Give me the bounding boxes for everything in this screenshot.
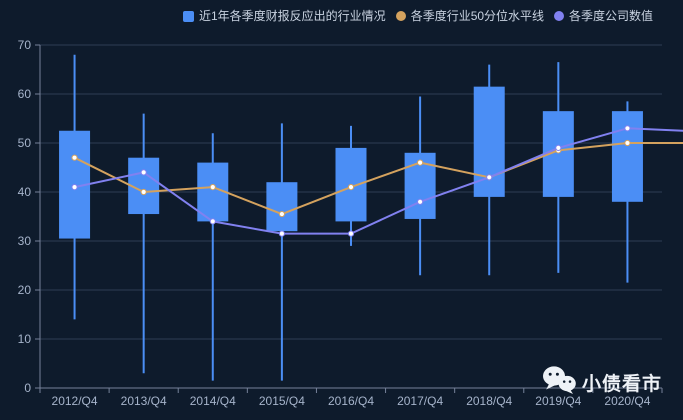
svg-text:2019/Q4: 2019/Q4 (535, 394, 581, 408)
svg-text:40: 40 (18, 185, 32, 199)
watermark: 小债看市 (542, 365, 662, 399)
svg-text:20: 20 (18, 283, 32, 297)
legend-square-marker-icon (183, 10, 194, 22)
svg-text:10: 10 (18, 332, 32, 346)
legend-item-industry-range[interactable]: 近1年各季度财报反应出的行业情况 (183, 9, 386, 23)
svg-text:70: 70 (18, 38, 32, 52)
svg-text:0: 0 (24, 381, 31, 395)
legend-circle-marker-icon (554, 11, 565, 21)
legend-circle-marker-icon (395, 11, 406, 21)
legend-item-company-value[interactable]: 各季度公司数值 (554, 9, 653, 23)
legend-label-industry-range: 近1年各季度财报反应出的行业情况 (199, 9, 386, 23)
svg-text:2015/Q4: 2015/Q4 (259, 394, 305, 408)
legend-label-company-value: 各季度公司数值 (569, 9, 654, 23)
svg-text:2018/Q4: 2018/Q4 (466, 394, 512, 408)
legend-label-industry-median: 各季度行业50分位水平线 (410, 9, 545, 23)
wechat-chat-bubbles-icon (542, 365, 576, 399)
svg-text:2016/Q4: 2016/Q4 (328, 394, 374, 408)
svg-text:2012/Q4: 2012/Q4 (52, 394, 98, 408)
svg-text:30: 30 (18, 234, 32, 248)
svg-text:50: 50 (18, 136, 32, 150)
watermark-text: 小债看市 (581, 373, 662, 395)
chart-legend: 近1年各季度财报反应出的行业情况 各季度行业50分位水平线 各季度公司数值 (183, 9, 653, 23)
svg-text:60: 60 (18, 87, 32, 101)
svg-text:2014/Q4: 2014/Q4 (190, 394, 236, 408)
svg-text:2017/Q4: 2017/Q4 (397, 394, 443, 408)
svg-text:2013/Q4: 2013/Q4 (121, 394, 167, 408)
legend-item-industry-median[interactable]: 各季度行业50分位水平线 (395, 9, 545, 23)
svg-text:2020/Q4: 2020/Q4 (604, 394, 650, 408)
